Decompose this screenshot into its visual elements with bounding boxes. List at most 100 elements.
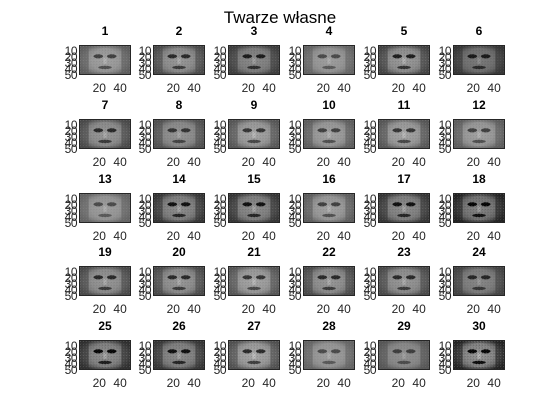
panel-title: 20 [172,245,186,259]
eigenface-image [378,266,430,296]
y-tick-label: 40 [288,209,302,224]
panel-title: 11 [397,98,411,112]
y-tick-label: 40 [288,135,302,150]
x-tick-label: 20 [92,155,106,169]
y-tick-label: 50 [363,288,377,303]
panel-title: 7 [101,98,109,112]
y-tick-label: 10 [288,264,302,279]
eigenface-panel-19: 19 10 20 30 40 50 20 40 [65,245,131,315]
y-tick-label: 50 [438,288,452,303]
y-tick-label: 20 [363,270,377,285]
y-tick-label: 10 [138,264,152,279]
y-tick-label: 40 [288,282,302,297]
eigenface-panel-25: 25 10 20 30 40 50 20 40 [65,319,131,389]
eigenface-image [378,340,430,370]
y-tick-label: 30 [213,350,227,365]
x-tick-label: 20 [316,229,330,243]
panel-title: 1 [101,24,109,38]
eigenface-image [228,119,280,149]
y-tick-label: 40 [138,356,152,371]
eigenface-panel-5: 5 10 20 30 40 50 20 40 [364,24,430,94]
y-tick-label: 20 [438,197,452,212]
eigenface-panel-28: 28 10 20 30 40 50 20 40 [289,319,355,389]
x-tick-label: 40 [412,81,426,95]
y-tick-label: 10 [64,117,78,132]
eigenface-image [153,45,205,75]
y-tick-label: 50 [213,362,227,377]
y-tick-label: 10 [363,43,377,58]
y-tick-label: 20 [288,197,302,212]
y-tick-label: 20 [213,123,227,138]
eigenface-panel-23: 23 10 20 30 40 50 20 40 [364,245,430,315]
y-tick-label: 20 [438,270,452,285]
x-tick-label: 40 [412,376,426,390]
y-tick-label: 50 [64,215,78,230]
panel-title: 25 [98,319,112,333]
eigenface-image [79,45,131,75]
x-tick-label: 20 [316,376,330,390]
y-tick-label: 40 [138,209,152,224]
x-tick-label: 20 [466,376,480,390]
eigenface-panel-22: 22 10 20 30 40 50 20 40 [289,245,355,315]
y-tick-label: 40 [138,61,152,76]
y-tick-label: 40 [438,135,452,150]
y-tick-label: 50 [438,141,452,156]
panel-title: 27 [247,319,261,333]
y-tick-label: 30 [288,203,302,218]
y-tick-label: 30 [64,55,78,70]
x-tick-label: 40 [113,302,127,316]
panel-title: 12 [472,98,486,112]
y-tick-label: 10 [213,338,227,353]
eigenface-panel-9: 9 10 20 30 40 50 20 40 [214,98,280,168]
x-tick-label: 40 [187,155,201,169]
panel-title: 23 [397,245,411,259]
x-tick-label: 40 [187,229,201,243]
x-tick-label: 20 [391,155,405,169]
y-tick-label: 50 [213,288,227,303]
eigenface-panel-13: 13 10 20 30 40 50 20 40 [65,172,131,242]
y-tick-label: 30 [288,350,302,365]
eigenface-panel-20: 20 10 20 30 40 50 20 40 [139,245,205,315]
y-tick-label: 30 [213,55,227,70]
x-tick-label: 20 [92,229,106,243]
y-tick-label: 40 [363,209,377,224]
x-tick-label: 40 [337,376,351,390]
y-tick-label: 10 [288,191,302,206]
eigenface-panel-24: 24 10 20 30 40 50 20 40 [439,245,505,315]
y-tick-label: 30 [438,203,452,218]
panel-title: 10 [322,98,336,112]
eigenface-image [153,119,205,149]
y-tick-label: 50 [213,141,227,156]
x-tick-label: 40 [187,81,201,95]
eigenface-panel-1: 1 10 20 30 40 50 20 40 [65,24,131,94]
y-tick-label: 50 [64,67,78,82]
y-tick-label: 40 [213,282,227,297]
eigenface-image [153,340,205,370]
y-tick-label: 50 [438,215,452,230]
panel-title: 2 [175,24,183,38]
eigenface-image [378,45,430,75]
y-tick-label: 40 [438,282,452,297]
x-tick-label: 40 [487,376,501,390]
eigenface-image [453,340,505,370]
y-tick-label: 20 [64,197,78,212]
eigenface-panel-3: 3 10 20 30 40 50 20 40 [214,24,280,94]
y-tick-label: 40 [64,209,78,224]
eigenface-image [303,193,355,223]
x-tick-label: 20 [391,229,405,243]
x-tick-label: 20 [391,376,405,390]
y-tick-label: 30 [138,203,152,218]
eigenface-image [228,193,280,223]
x-tick-label: 20 [166,81,180,95]
eigenface-panel-26: 26 10 20 30 40 50 20 40 [139,319,205,389]
y-tick-label: 20 [64,270,78,285]
panel-title: 14 [172,172,186,186]
eigenface-image [303,340,355,370]
y-tick-label: 50 [138,362,152,377]
panel-title: 30 [472,319,486,333]
y-tick-label: 10 [363,191,377,206]
x-tick-label: 20 [166,376,180,390]
y-tick-label: 30 [363,276,377,291]
y-tick-label: 40 [363,282,377,297]
